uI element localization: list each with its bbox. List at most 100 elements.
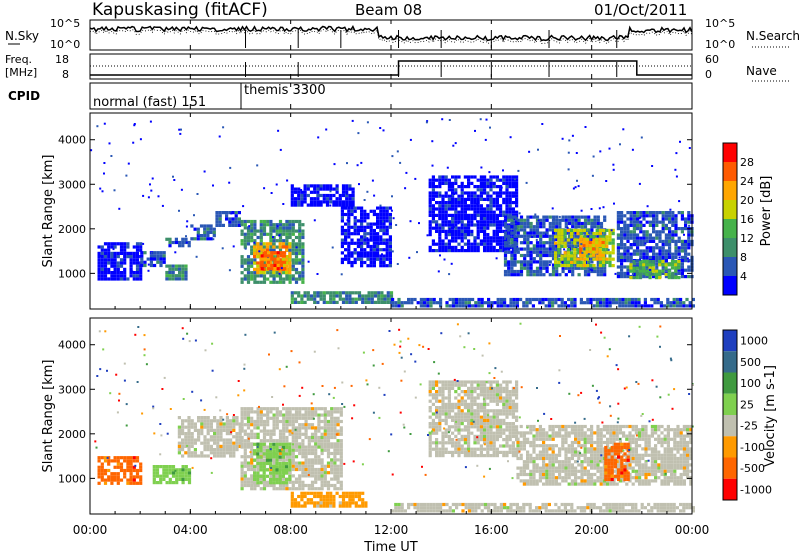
power-cell — [632, 271, 636, 275]
power-cell — [648, 220, 652, 224]
power-cell — [293, 200, 298, 204]
velocity-cell — [397, 506, 401, 510]
velocity-cell — [152, 477, 156, 481]
velocity-cell — [97, 472, 101, 476]
power-cell — [285, 248, 289, 252]
power-cell — [529, 269, 533, 274]
velocity-cell — [253, 458, 257, 462]
velocity-cell — [428, 383, 432, 387]
power-noise-point — [577, 185, 580, 188]
velocity-cell — [499, 509, 503, 513]
velocity-cell — [333, 419, 337, 424]
power-cell — [288, 274, 292, 278]
velocity-cell — [457, 428, 461, 432]
power-cell — [288, 271, 292, 275]
power-cell — [451, 239, 455, 243]
velocity-cell — [345, 504, 349, 508]
power-cell — [285, 242, 289, 246]
power-cell — [639, 239, 643, 243]
velocity-cell — [272, 481, 276, 485]
power-cell — [664, 236, 668, 240]
power-cell — [457, 217, 461, 221]
velocity-cell — [310, 480, 315, 484]
power-cell — [611, 238, 615, 242]
power-cell — [369, 254, 373, 258]
velocity-cell — [314, 474, 318, 478]
velocity-cell — [282, 483, 286, 488]
velocity-cell — [483, 506, 487, 510]
velocity-cell — [666, 502, 670, 507]
power-cell — [669, 301, 673, 305]
power-cell — [567, 297, 571, 302]
power-cell — [557, 260, 561, 264]
velocity-cell — [123, 456, 127, 460]
power-cell — [642, 230, 646, 234]
power-cell — [438, 217, 442, 221]
power-cell — [635, 272, 639, 276]
velocity-cell — [615, 506, 619, 510]
power-cell — [677, 246, 681, 250]
power-cell — [313, 297, 317, 301]
power-noise-point — [197, 233, 200, 236]
power-cell — [585, 240, 589, 245]
velocity-cell — [253, 487, 257, 491]
power-cell — [454, 197, 458, 201]
power-cell — [290, 190, 294, 194]
power-cell — [129, 271, 133, 275]
power-cell — [516, 269, 520, 274]
power-cell — [454, 249, 458, 253]
power-cell — [283, 251, 287, 255]
power-cell — [123, 242, 127, 246]
velocity-cell — [216, 425, 220, 429]
power-cell — [285, 277, 289, 281]
power-cell — [285, 245, 289, 249]
power-cell — [473, 242, 477, 246]
power-cell — [664, 252, 668, 256]
power-cell — [632, 217, 636, 221]
power-cell — [444, 181, 448, 185]
power-noise-point — [248, 225, 251, 228]
velocity-cell — [438, 399, 442, 403]
power-cell — [366, 225, 370, 229]
power-cell — [382, 222, 386, 226]
velocity-cell — [444, 428, 448, 432]
power-cell — [454, 236, 458, 240]
power-cell — [382, 216, 386, 220]
velocity-cell — [275, 468, 279, 472]
power-cell — [288, 280, 292, 284]
power-noise-point — [218, 135, 221, 138]
power-cell — [685, 304, 689, 308]
power-cell — [515, 178, 519, 182]
velocity-cell — [225, 441, 229, 445]
velocity-cell — [203, 435, 207, 439]
power-cell — [643, 304, 647, 308]
power-cell — [416, 301, 420, 305]
power-cell — [431, 217, 435, 221]
power-cell — [664, 272, 668, 276]
power-cell — [431, 185, 435, 189]
power-cell — [496, 297, 500, 302]
power-cell — [507, 215, 511, 219]
power-noise-point — [396, 263, 399, 265]
velocity-cell — [535, 506, 539, 510]
velocity-cell — [357, 491, 362, 495]
velocity-cell — [441, 447, 445, 451]
power-cell — [499, 191, 503, 195]
power-cell — [545, 263, 549, 267]
power-cell — [658, 233, 662, 237]
power-cell — [282, 223, 286, 227]
velocity-cell — [444, 386, 448, 390]
velocity-cell — [419, 502, 423, 507]
velocity-cell — [219, 451, 223, 455]
power-cell — [539, 234, 543, 238]
velocity-cell — [438, 454, 442, 458]
velocity-cell — [135, 472, 140, 476]
power-cell — [623, 249, 627, 253]
velocity-cell — [298, 410, 302, 414]
power-cell — [467, 297, 471, 302]
power-cell — [526, 231, 530, 235]
velocity-cell — [304, 413, 308, 417]
power-cell — [611, 232, 615, 236]
power-cell — [626, 255, 630, 259]
power-cell — [599, 273, 604, 277]
